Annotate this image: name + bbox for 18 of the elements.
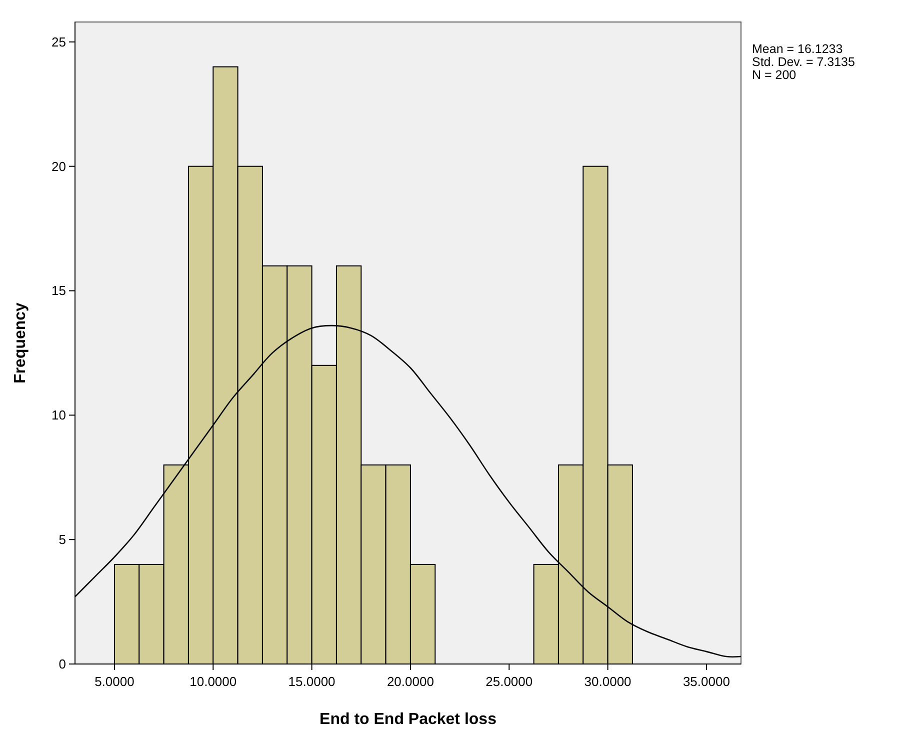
text: Mean = 16.1233 <box>752 42 843 56</box>
text: Std. Dev. = 7.3135 <box>752 55 856 69</box>
text: N = 200 <box>752 68 796 82</box>
x-tick-label: 15.0000 <box>288 674 336 689</box>
y-tick-label: 10 <box>52 408 66 423</box>
y-tick-label: 5 <box>58 532 66 548</box>
x-tick-label: 25.0000 <box>486 674 533 689</box>
x-tick-label: 35.0000 <box>682 674 730 689</box>
y-axis-title: Frequency <box>12 302 29 384</box>
x-tick-label: 10.0000 <box>190 674 237 689</box>
y-tick-label: 0 <box>58 656 66 672</box>
y-tick-label: 15 <box>52 283 66 298</box>
x-tick-label: 30.0000 <box>584 674 632 689</box>
y-tick-label: 25 <box>52 34 66 50</box>
x-tick-label: 5.0000 <box>94 674 134 689</box>
x-axis-title: End to End Packet loss <box>320 711 497 728</box>
x-tick-label: 20.0000 <box>386 674 434 689</box>
y-tick-label: 20 <box>52 158 66 174</box>
